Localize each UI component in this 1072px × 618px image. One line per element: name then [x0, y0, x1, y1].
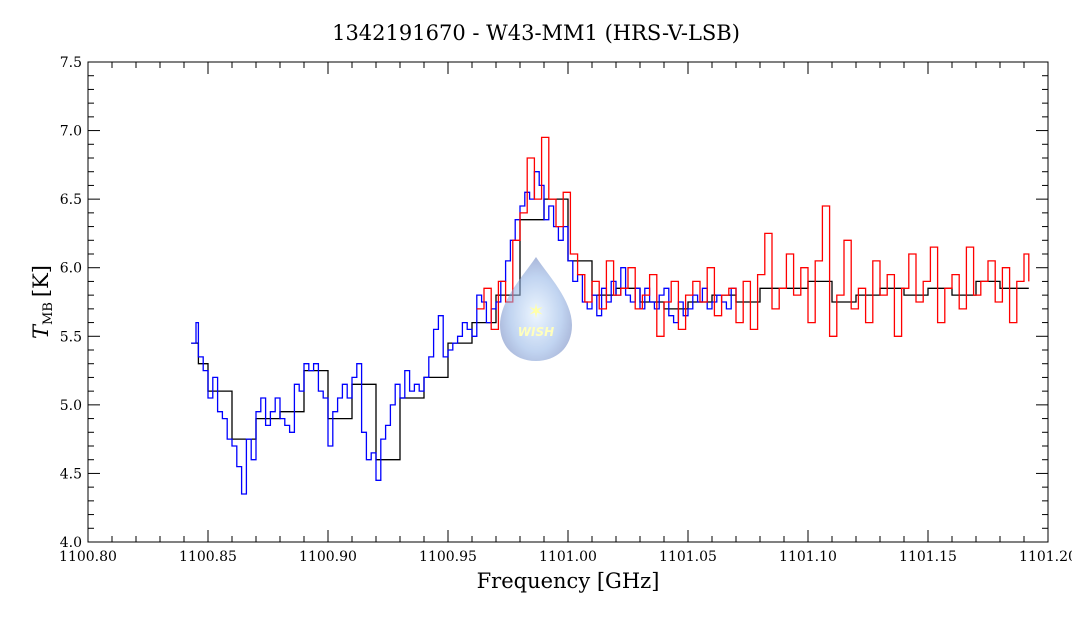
y-tick-label: 6.0: [60, 261, 82, 277]
y-label-symbol: T: [29, 323, 53, 339]
x-tick-label: 1101.15: [899, 549, 957, 565]
series-line-h-polarization: [476, 136, 1030, 337]
y-label-subscript: MB: [41, 302, 56, 325]
x-tick-label: 1101.00: [539, 549, 597, 565]
logo-text: WISH: [518, 325, 554, 339]
wish-logo: ✶ WISH: [500, 257, 572, 361]
y-tick-label: 7.5: [60, 55, 82, 71]
axis-ticks: [87, 61, 1049, 543]
x-tick-label: 1100.95: [419, 549, 477, 565]
series-line-v-polarization: [191, 171, 737, 495]
y-tick-label: 5.0: [60, 398, 82, 414]
y-tick-label: 6.5: [60, 192, 82, 208]
star-icon: ✶: [528, 299, 545, 323]
y-tick-label: 5.5: [60, 329, 82, 345]
y-tick-label: 4.0: [60, 535, 82, 551]
plot-frame: [87, 61, 1049, 543]
y-tick-label: 4.5: [60, 466, 82, 482]
x-tick-label: 1100.85: [179, 549, 237, 565]
x-axis-label: Frequency [GHz]: [477, 569, 660, 593]
water-drop-icon: [500, 257, 572, 361]
x-tick-label: 1100.90: [299, 549, 357, 565]
y-tick-label: 7.0: [60, 124, 82, 140]
x-tick-label: 1100.80: [59, 549, 117, 565]
x-tick-label: 1101.10: [779, 549, 837, 565]
x-tick-label: 1101.20: [1019, 549, 1072, 565]
chart-title: 1342191670 - W43-MM1 (HRS-V-LSB): [332, 21, 740, 45]
series-line-average: [191, 198, 1029, 461]
y-label-unit: [K]: [29, 265, 53, 297]
x-tick-label: 1101.05: [659, 549, 717, 565]
y-axis-label: TMB [K]: [29, 265, 56, 339]
